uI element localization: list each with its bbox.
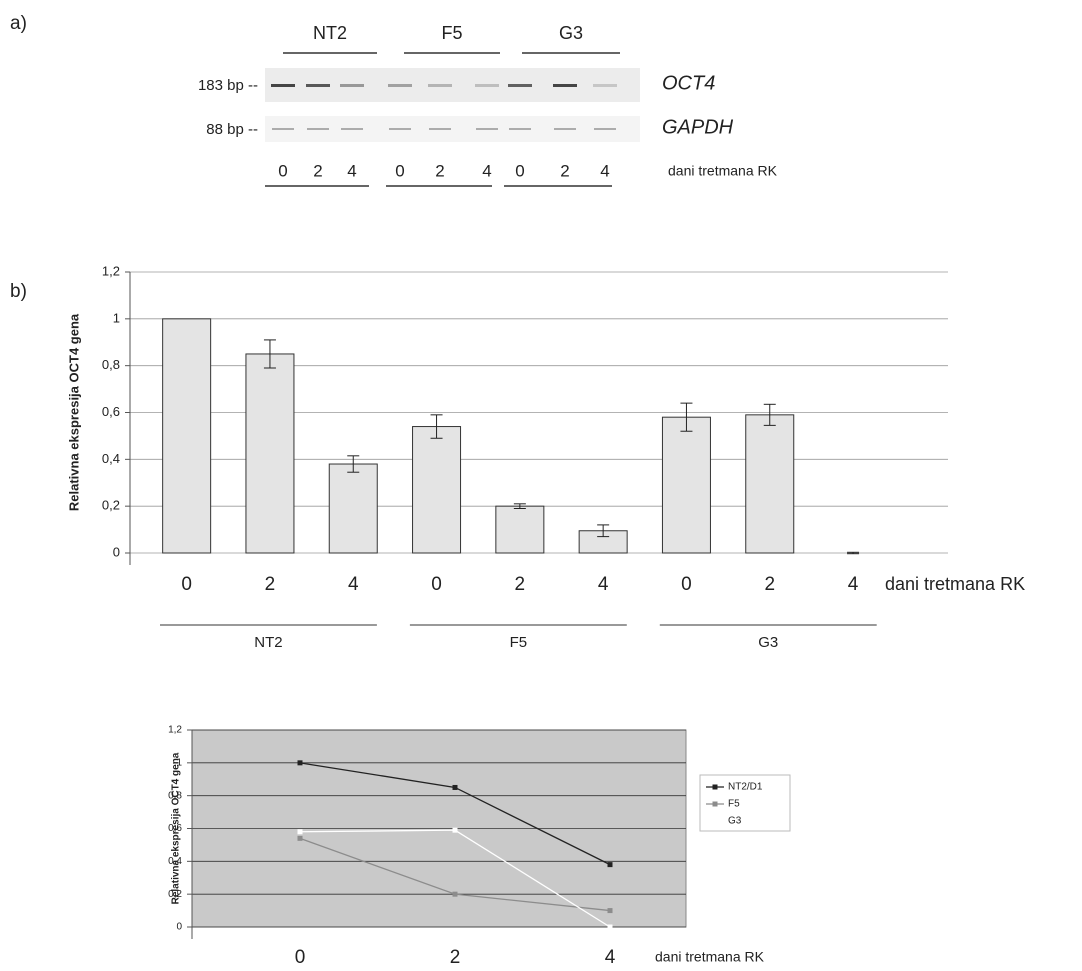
x-tick-label: 4 [848, 574, 859, 595]
y-tick-label: 0,4 [102, 451, 120, 466]
gel-band [475, 84, 499, 87]
lane-label: 0 [395, 161, 404, 180]
lane-label: 0 [515, 161, 524, 180]
band-size: 183 bp -- [198, 77, 258, 94]
point [608, 862, 613, 867]
y-tick-label: 0,6 [102, 404, 120, 419]
point [453, 828, 458, 833]
gel-band [429, 128, 451, 130]
gel-band [508, 84, 532, 87]
lane-label: 4 [347, 161, 356, 180]
bar [496, 506, 544, 553]
point [298, 829, 303, 834]
y-tick-label: 1 [113, 310, 120, 325]
gel-group-label: F5 [441, 23, 462, 43]
legend-label: F5 [728, 799, 740, 810]
gel-group-label: G3 [559, 23, 583, 43]
legend-swatch [713, 819, 718, 824]
y-tick-label: 0,8 [102, 357, 120, 372]
y-tick-label: 0,2 [102, 498, 120, 513]
gene-name: GAPDH [662, 116, 734, 138]
lane-label: 2 [435, 161, 444, 180]
gel-band [271, 84, 295, 87]
x-tick-label: 4 [348, 574, 359, 595]
y-tick-label: 0 [176, 922, 182, 933]
y-tick-label: 1,2 [102, 263, 120, 278]
x-tick-label: 0 [681, 574, 692, 595]
x-tick-label: 4 [605, 947, 616, 968]
x-tick-label: 2 [764, 574, 775, 595]
point [298, 836, 303, 841]
lane-label: 0 [278, 161, 287, 180]
point [608, 908, 613, 913]
gel-band [554, 128, 576, 130]
panel-label: a) [10, 13, 27, 34]
point [453, 892, 458, 897]
x-tick-label: 4 [598, 574, 609, 595]
gel-band [272, 128, 294, 130]
gel-band [307, 128, 329, 130]
x-tick-label: 0 [181, 574, 192, 595]
figure: a) b) NT2 F5 G3 0 2 4 0 2 4 0 2 4 183 bp -- OCT4 88 bp… [0, 0, 1082, 971]
lane-label: 4 [482, 161, 491, 180]
band-size: 88 bp -- [206, 121, 258, 138]
point [453, 785, 458, 790]
x-axis-label: dani tretmana RK [885, 574, 1025, 594]
legend-swatch [713, 802, 718, 807]
group-label: G3 [758, 634, 778, 651]
x-tick-label: 2 [515, 574, 526, 595]
gel-band [428, 84, 452, 87]
point [298, 760, 303, 765]
y-tick-label: 1,2 [168, 725, 182, 736]
x-tick-label: 2 [265, 574, 276, 595]
gel-band [509, 128, 531, 130]
gel-band [594, 128, 616, 130]
point [608, 925, 613, 930]
y-axis-label: Relativna ekspresija OCT4 gena [171, 752, 182, 904]
y-axis-label: Relativna ekspresija OCT4 gena [66, 313, 81, 511]
legend-label: G3 [728, 816, 742, 827]
x-axis-label: dani tretmana RK [655, 949, 765, 965]
x-tick-label: 2 [450, 947, 461, 968]
x-tick-label: 0 [295, 947, 306, 968]
lane-label: 4 [600, 161, 609, 180]
gel-band [340, 84, 364, 87]
lane-label: 2 [313, 161, 322, 180]
x-tick-label: 0 [431, 574, 442, 595]
y-tick-label: 0 [113, 544, 120, 559]
lane-caption: dani tretmana RK [668, 163, 778, 179]
gene-name: OCT4 [662, 72, 715, 94]
bar [662, 417, 710, 553]
gel-band [593, 84, 617, 87]
gel-band [389, 128, 411, 130]
legend-label: NT2/D1 [728, 782, 763, 793]
gel-band [341, 128, 363, 130]
bar [163, 319, 211, 553]
gel-band [553, 84, 577, 87]
bar [746, 415, 794, 553]
gel-group-label: NT2 [313, 23, 347, 43]
panel-label: b) [10, 281, 27, 302]
group-label: NT2 [254, 634, 282, 651]
gel-band [476, 128, 498, 130]
gel-band [306, 84, 330, 87]
lane-label: 2 [560, 161, 569, 180]
bar [413, 427, 461, 553]
bar [329, 464, 377, 553]
group-label: F5 [510, 634, 528, 651]
gel-band [388, 84, 412, 87]
legend-swatch [713, 785, 718, 790]
bar [246, 354, 294, 553]
